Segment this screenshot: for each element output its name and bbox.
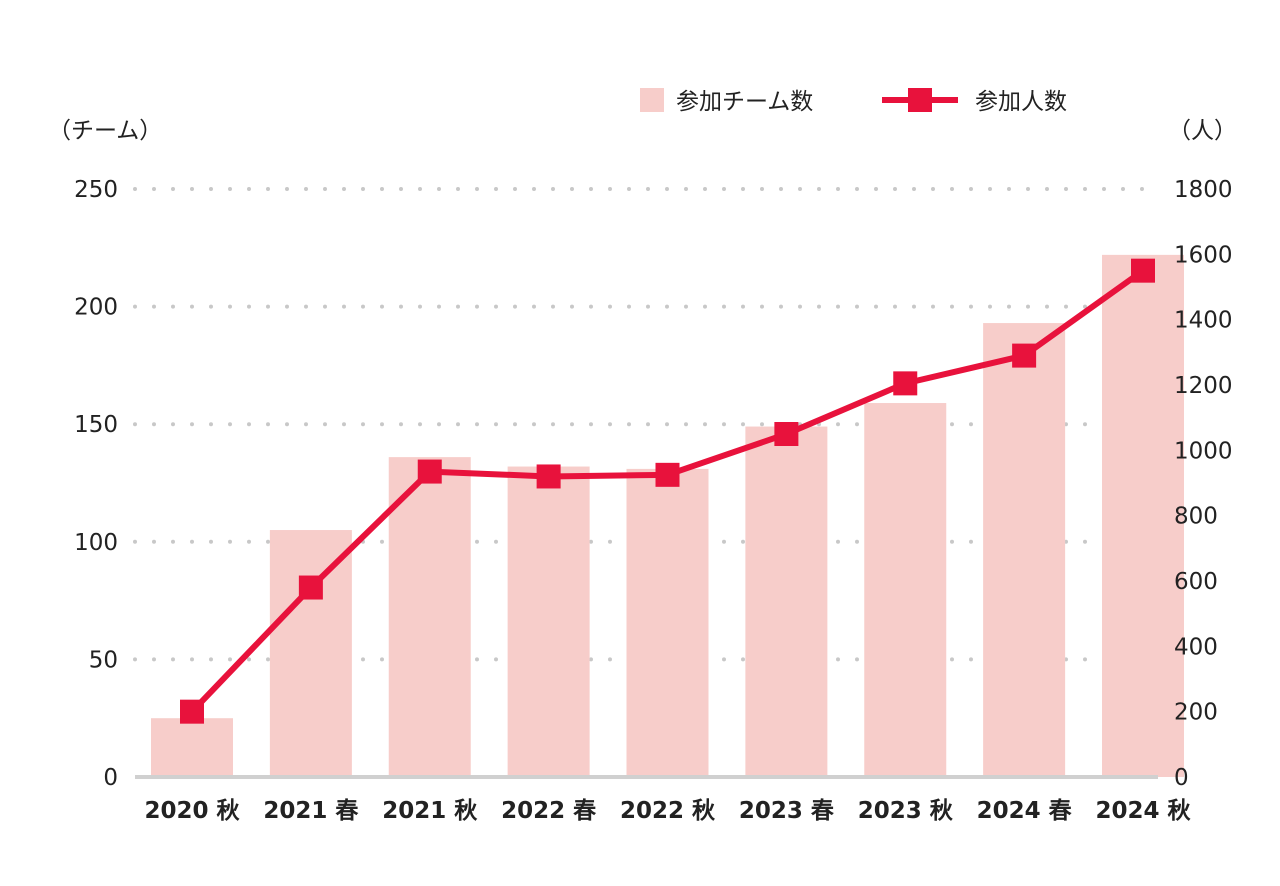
y-axis-left: 0 50 100 150 200 250	[74, 177, 118, 791]
x-axis: 2020 秋 2021 春 2021 秋 2022 春 2022 秋 2023 春 2023…	[144, 798, 1191, 824]
legend-bar-label: 参加チーム数	[676, 89, 813, 115]
line-point	[655, 462, 680, 487]
y-left-tick-label: 250	[74, 177, 118, 203]
line-point	[417, 459, 442, 484]
bar	[151, 718, 233, 777]
x-tick-label: 2020 秋	[144, 798, 240, 824]
bar	[626, 468, 709, 777]
bar	[745, 426, 828, 777]
y-axis-right: 0 200 400 600 800 1000 1200 1400 1600 1800	[1174, 177, 1233, 791]
x-tick-label: 2022 秋	[620, 798, 716, 824]
y-axis-left-label: （チーム）	[48, 118, 162, 144]
x-tick-label: 2024 秋	[1095, 798, 1191, 824]
legend-line-label: 参加人数	[975, 89, 1067, 115]
y-right-tick-label: 0	[1174, 765, 1189, 791]
x-tick-label: 2022 春	[501, 798, 597, 824]
bar	[507, 466, 590, 777]
y-right-tick-label: 800	[1174, 504, 1218, 530]
y-right-tick-label: 1000	[1174, 438, 1233, 464]
y-left-tick-label: 50	[89, 647, 118, 673]
bar	[1102, 254, 1184, 777]
line-point	[298, 575, 323, 600]
y-axis-right-label: （人）	[1168, 118, 1237, 144]
y-left-tick-label: 0	[103, 765, 118, 791]
line-point	[1012, 343, 1037, 368]
y-right-tick-label: 1400	[1174, 308, 1233, 334]
y-right-tick-label: 400	[1174, 634, 1218, 660]
x-tick-label: 2021 春	[263, 798, 359, 824]
y-right-tick-label: 1600	[1174, 242, 1233, 268]
y-right-tick-label: 1800	[1174, 177, 1233, 203]
y-left-tick-label: 200	[74, 295, 118, 321]
y-left-tick-label: 150	[74, 412, 118, 438]
x-tick-label: 2023 春	[739, 798, 835, 824]
bar	[864, 403, 947, 777]
bar-series	[151, 254, 1184, 777]
y-right-tick-label: 600	[1174, 569, 1218, 595]
y-left-tick-label: 100	[74, 530, 118, 556]
x-tick-label: 2021 秋	[382, 798, 478, 824]
bar	[388, 457, 471, 777]
line-point	[1131, 258, 1155, 283]
legend: 参加チーム数 参加人数	[640, 88, 1067, 115]
y-right-tick-label: 1200	[1174, 373, 1233, 399]
bar	[269, 530, 352, 777]
x-tick-label: 2023 秋	[858, 798, 954, 824]
bar	[983, 323, 1066, 777]
line-point	[893, 371, 918, 396]
legend-line-marker	[908, 88, 932, 112]
line-point	[774, 422, 799, 446]
line-series	[180, 258, 1155, 724]
x-tick-label: 2024 春	[977, 798, 1073, 824]
legend-bar-swatch	[640, 88, 664, 112]
line-point	[180, 699, 204, 724]
y-right-tick-label: 200	[1174, 700, 1218, 726]
line-point	[536, 464, 561, 489]
